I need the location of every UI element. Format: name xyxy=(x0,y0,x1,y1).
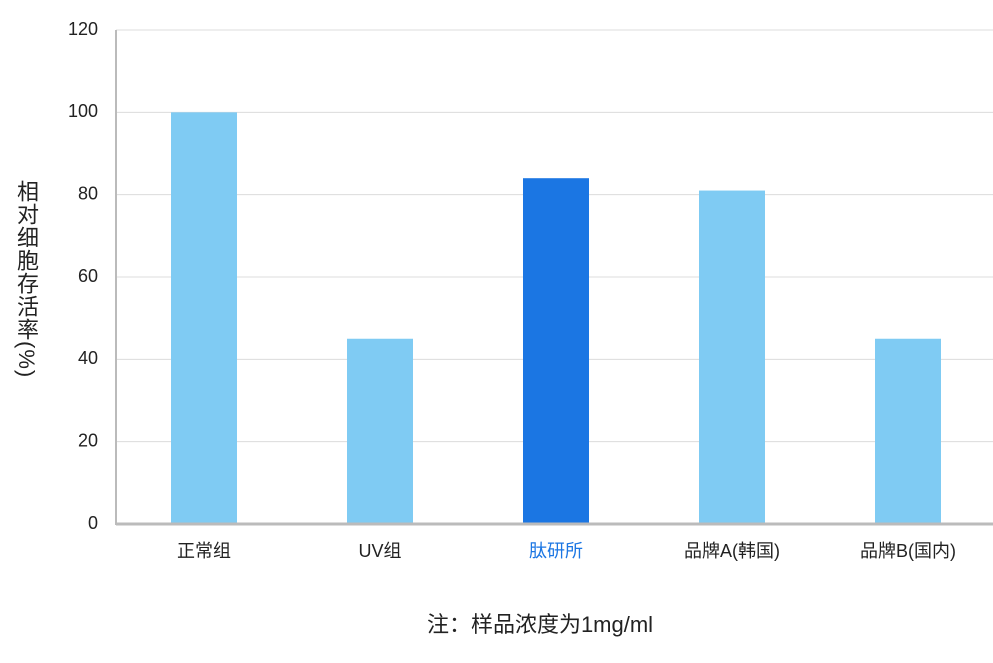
note: 注：样品浓度为1mg/ml xyxy=(427,612,653,637)
x-tick-label: 正常组 xyxy=(177,541,231,561)
y-tick-label: 80 xyxy=(78,183,98,203)
y-tick-label: 20 xyxy=(78,430,98,450)
bar xyxy=(171,112,237,524)
bar xyxy=(699,190,765,525)
x-tick-label: 品牌B(国内) xyxy=(860,541,956,561)
x-tick-label: 肽研所 xyxy=(529,541,583,561)
bar xyxy=(875,338,941,524)
x-tick-label: UV组 xyxy=(358,541,401,561)
y-tick-label: 120 xyxy=(68,19,98,39)
x-tick-label: 品牌A(韩国) xyxy=(684,541,780,561)
y-tick-label: 0 xyxy=(88,513,98,533)
bar xyxy=(347,338,413,524)
y-tick-label: 40 xyxy=(78,348,98,368)
y-axis-label: 相对细胞存活率(%) xyxy=(14,180,39,379)
bar xyxy=(523,178,589,524)
y-tick-label: 100 xyxy=(68,101,98,121)
y-tick-label: 60 xyxy=(78,266,98,286)
